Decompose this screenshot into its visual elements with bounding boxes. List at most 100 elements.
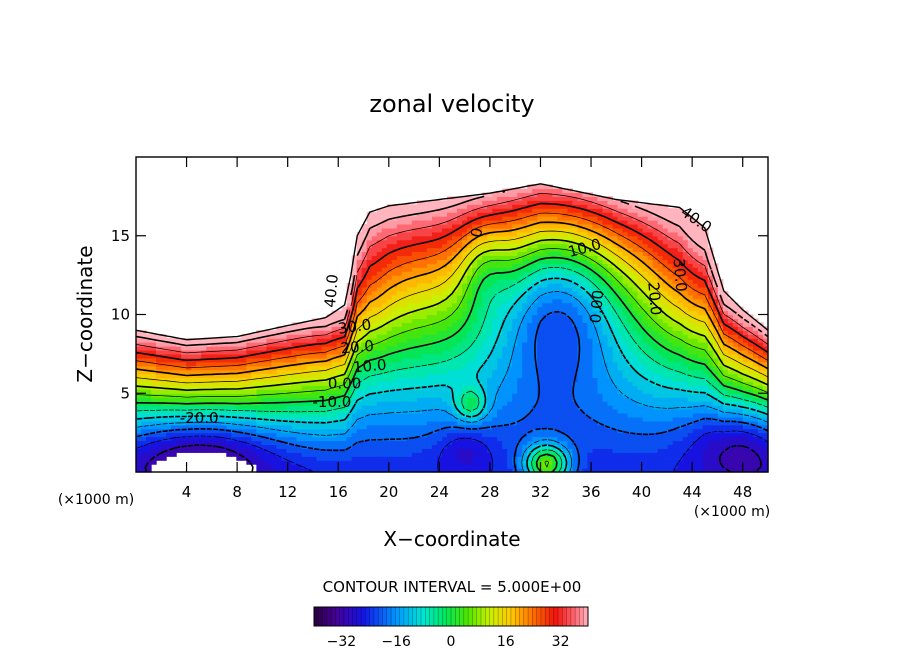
x-tick-label: 20 [379,483,398,501]
colorbar-segment [579,607,585,626]
colorbar-segment [373,607,379,626]
colorbar-segment [532,607,538,626]
colorbar-segment [523,607,529,626]
colorbar-segment [433,607,439,626]
contour-line [136,256,769,473]
colorbar-segment [502,607,508,626]
contour-line [135,291,769,473]
colorbar-segment [314,607,319,626]
colorbar-segment [403,607,409,626]
contour-line [135,190,769,347]
contour-line [135,277,769,473]
colorbar-segment [425,607,431,626]
contour-label: 30.0 [337,315,373,337]
contour-line [135,311,769,473]
contour-label: 0.00 [328,374,361,392]
colorbar-segment [429,607,435,626]
colorbar-tick-label: 16 [497,634,515,650]
contour-label: 20.0 [340,337,375,358]
colorbar-segment [331,607,336,626]
colorbar-segment [472,607,478,626]
contour-label: 0 [467,226,486,239]
colorbar-segment [476,607,482,626]
contour-line [135,221,769,377]
colorbar-segment [382,607,388,626]
data-top-boundary [135,183,769,341]
x-tick-label: 44 [683,483,702,501]
contour-line [135,193,769,354]
x-tick-label: 12 [278,483,297,501]
colorbar-segment [493,607,499,626]
colorbar-segment [515,607,520,626]
x-tick-label: 40 [632,483,651,501]
contour-line [144,444,762,473]
contour-interval-label: CONTOUR INTERVAL = 5.000E+00 [323,578,582,596]
colorbar-segment [549,607,555,626]
colorbar-segment [343,607,349,626]
colorbar-segment [519,607,525,626]
x-unit-label-left: (×1000 m) [58,492,134,508]
colorbar-segment [399,607,405,626]
colorbar-segment [378,607,383,626]
x-tick-label: 24 [430,483,449,501]
colorbar-segment [468,607,473,626]
colorbar-segment [412,607,418,626]
colorbar-segment [575,607,580,626]
colorbar-segment [463,607,469,626]
x-tick-label: 4 [182,483,192,501]
colorbar-segment [356,607,362,626]
colorbar-segment [322,607,328,626]
contour-label: 0.00 [586,289,607,324]
colorbar-segment [485,607,491,626]
y-axis-label: Z−coordinate [73,245,97,382]
colorbar-tick-label: 32 [552,634,570,650]
colorbar-segment [352,607,358,626]
colorbar-segment [408,607,413,626]
colorbar-segment [365,607,371,626]
colorbar-segment [451,607,456,626]
colorbar-segment [506,607,512,626]
colorbar-segment [446,607,452,626]
colorbar-segment [438,607,443,626]
colorbar-segment [562,607,568,626]
colorbar-segment [583,607,589,626]
colorbar-tick-label: 0 [447,634,456,650]
contour-label: -20.0 [180,409,219,427]
colorbar-frame [313,606,589,627]
contour-line [135,248,769,468]
colorbar-segment [540,607,546,626]
colorbar-segment [528,607,533,626]
colorbar-segment [361,607,366,626]
colorbar-segment [391,607,396,626]
contour-label: 40.0 [321,273,342,308]
x-tick-label: 32 [531,483,550,501]
contour-line [135,267,769,473]
colorbar-segment [489,607,495,626]
colorbar-segment [566,607,572,626]
contour-label: 30.0 [670,258,691,293]
contour-label: 10.0 [352,356,387,377]
colorbar-segment [335,607,341,626]
x-tick-label: 36 [581,483,600,501]
colorbar-segment [421,607,426,626]
contour-line [135,230,769,384]
contour-line [135,212,769,369]
colorbar-segment [459,607,465,626]
contour-label: -10.0 [312,393,351,411]
contour-lines [135,190,769,473]
colorbar-segment [510,607,516,626]
colorbar-segment [369,607,375,626]
x-tick-label: 16 [329,483,348,501]
colorbar-tick-label: −32 [327,634,357,650]
colorbar-segment [326,607,332,626]
y-tick-label: 15 [111,227,130,245]
colorbar-segment [570,607,576,626]
contour-line [135,238,769,391]
colorbar-segment [536,607,542,626]
colorbar-segment [339,607,345,626]
x-unit-label-right: (×1000 m) [694,504,770,520]
colorbar-segment [348,607,354,626]
colorbar-segment [545,607,550,626]
x-tick-label: 28 [480,483,499,501]
